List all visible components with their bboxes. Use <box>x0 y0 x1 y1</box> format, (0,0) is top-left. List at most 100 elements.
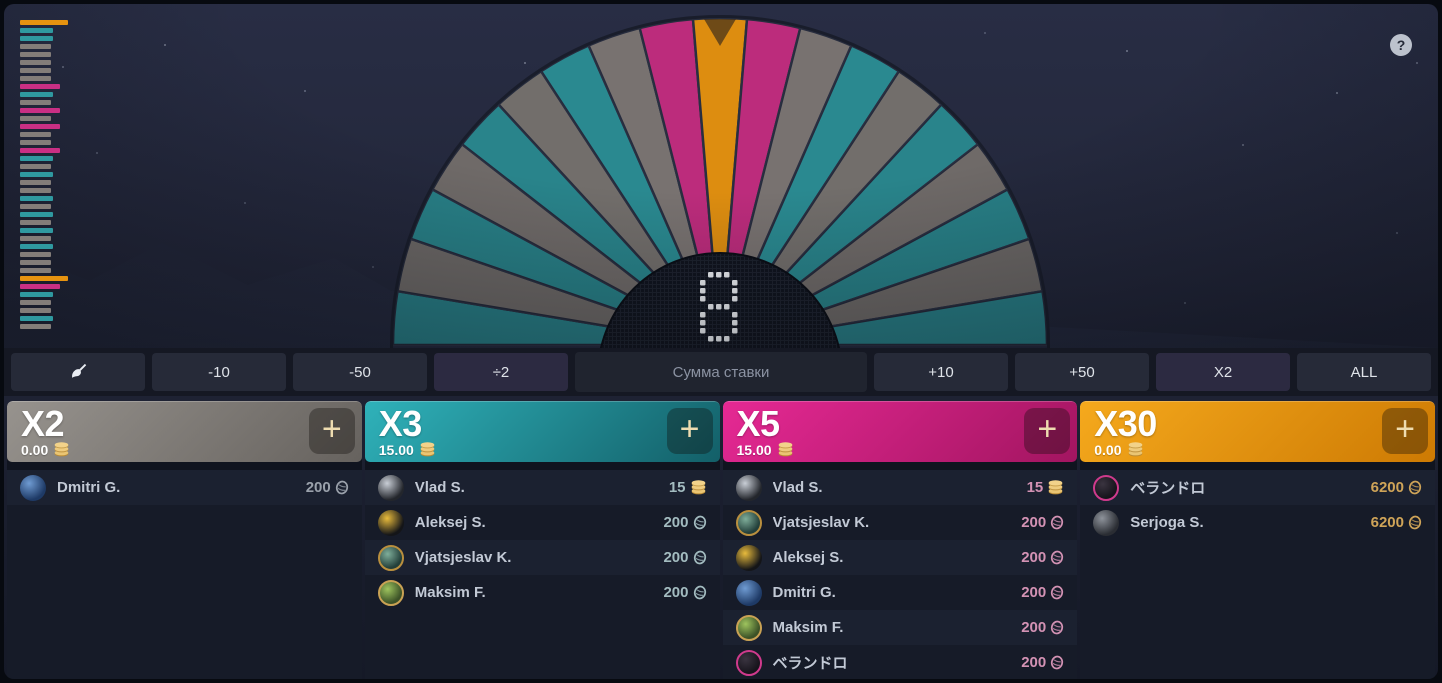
player-bet-amount: 200 <box>663 514 706 531</box>
bet-amount-input[interactable] <box>575 352 867 392</box>
coin-icon <box>693 550 706 565</box>
coin-stack-icon <box>778 442 792 457</box>
brush-icon <box>72 363 87 378</box>
history-bar-x5 <box>20 84 60 89</box>
player-row: Vlad S. 15 <box>722 470 1078 505</box>
history-bar-x2 <box>20 132 51 137</box>
multiply-2-button[interactable]: X2 <box>1156 353 1290 391</box>
coin-icon <box>693 515 706 530</box>
player-name: ベランドロ <box>1130 480 1206 497</box>
wheel <box>390 15 1050 353</box>
plus-10-button[interactable]: +10 <box>874 353 1008 391</box>
coin-icon <box>1051 515 1064 530</box>
history-bar-x3 <box>20 92 53 97</box>
history-bar-x3 <box>20 36 53 41</box>
column-header-x3: X3 15.00 + <box>364 401 720 462</box>
history-bar-x3 <box>20 292 53 297</box>
player-bet-value: 200 <box>663 584 689 601</box>
game-stage: ? -10 -50 ÷2 +10 +50 X2 ALL X20.00+Dmitr… <box>4 4 1438 679</box>
minus-50-button[interactable]: -50 <box>293 353 427 391</box>
player-bet-amount: 200 <box>1021 619 1064 636</box>
bet-columns: X2 0.00 + Dmitri G. 200 X3 15.00 + Vlad S. 15 Alek… <box>7 401 1435 679</box>
avatar <box>377 509 404 536</box>
player-name: ベランドロ <box>772 655 848 672</box>
player-bet-amount: 15 <box>1027 479 1065 496</box>
avatar <box>735 579 762 606</box>
plus-50-button[interactable]: +50 <box>1015 353 1149 391</box>
wheel-hub-texture <box>601 254 839 353</box>
coin-stack-icon <box>54 442 69 457</box>
history-bar-x30 <box>20 20 68 25</box>
bet-column-x2: X2 0.00 + Dmitri G. 200 <box>7 401 362 679</box>
history-bar-x3 <box>20 212 53 217</box>
avatar <box>1093 474 1120 501</box>
player-bet-amount: 200 <box>306 479 349 496</box>
avatar <box>735 544 762 571</box>
column-total: 15.00 <box>379 442 720 458</box>
coin-stack-icon <box>1048 480 1063 495</box>
history-bar-x3 <box>20 172 53 177</box>
column-multiplier-label: X3 <box>378 403 423 444</box>
divide-2-button[interactable]: ÷2 <box>434 353 568 391</box>
player-bet-value: 200 <box>305 479 331 496</box>
coin-icon <box>1051 550 1064 565</box>
player-row: Vjatsjeslav K. 200 <box>364 540 720 575</box>
history-bar-x2 <box>20 140 51 145</box>
player-bet-amount: 200 <box>1021 514 1064 531</box>
player-name: Maksim F. <box>414 584 486 601</box>
history-bar-x3 <box>20 228 53 233</box>
player-bet-amount: 6200 <box>1371 479 1422 496</box>
column-multiplier-label: X30 <box>1094 403 1157 444</box>
avatar <box>377 474 404 501</box>
player-bet-value: 6200 <box>1370 479 1404 496</box>
player-bet-value: 200 <box>1021 514 1047 531</box>
player-bet-value: 200 <box>663 549 689 566</box>
countdown-display <box>700 272 738 342</box>
player-bet-amount: 200 <box>1021 549 1064 566</box>
player-bet-value: 200 <box>663 514 689 531</box>
player-row: ベランドロ 6200 <box>1080 470 1435 505</box>
add-bet-button-x2[interactable]: + <box>308 408 355 454</box>
player-bet-value: 15 <box>1026 479 1044 496</box>
coin-stack-icon <box>1128 442 1142 457</box>
coin-icon <box>1051 620 1064 635</box>
player-list-x2: Dmitri G. 200 <box>7 470 362 679</box>
player-row: Maksim F. 200 <box>722 610 1078 645</box>
all-in-button[interactable]: ALL <box>1297 353 1431 391</box>
player-name: Serjoga S. <box>1130 514 1204 531</box>
history-bar-x2 <box>20 220 51 225</box>
help-button[interactable]: ? <box>1390 34 1412 56</box>
add-bet-button-x30[interactable]: + <box>1382 408 1428 454</box>
coin-icon <box>1051 585 1064 600</box>
column-total-value: 0.00 <box>1094 441 1122 458</box>
coin-icon <box>693 585 706 600</box>
coin-icon <box>335 480 348 495</box>
history-bar-x2 <box>20 180 51 185</box>
history-bar-x2 <box>20 100 51 105</box>
player-name: Vlad S. <box>772 479 823 496</box>
history-bar-x2 <box>20 300 51 305</box>
avatar <box>377 544 404 571</box>
history-bar-x3 <box>20 156 53 161</box>
player-bet-value: 200 <box>1021 654 1047 671</box>
player-list-x30: ベランドロ 6200 Serjoga S. 6200 <box>1080 470 1435 679</box>
history-bar-x2 <box>20 116 51 121</box>
minus-10-button[interactable]: -10 <box>152 353 286 391</box>
player-row: Dmitri G. 200 <box>7 470 362 505</box>
player-list-x5: Vlad S. 15 Vjatsjeslav K. 200 Aleksej S. 200 D… <box>722 470 1078 679</box>
history-bar-x2 <box>20 260 51 265</box>
column-multiplier-label: X2 <box>21 403 65 444</box>
coin-icon <box>1408 515 1422 530</box>
history-bar-x2 <box>20 76 51 81</box>
add-bet-button-x5[interactable]: + <box>1024 408 1071 454</box>
column-header-x2: X2 0.00 + <box>7 401 362 462</box>
history-bar-x2 <box>20 164 51 169</box>
history-bar-x5 <box>20 108 60 113</box>
player-bet-amount: 15 <box>669 479 707 496</box>
player-row: Vlad S. 15 <box>364 470 720 505</box>
clear-bet-button[interactable] <box>11 353 145 391</box>
wheel-rim <box>390 15 1050 353</box>
avatar <box>377 579 404 606</box>
add-bet-button-x3[interactable]: + <box>666 408 713 454</box>
player-name: Vjatsjeslav K. <box>772 514 870 531</box>
